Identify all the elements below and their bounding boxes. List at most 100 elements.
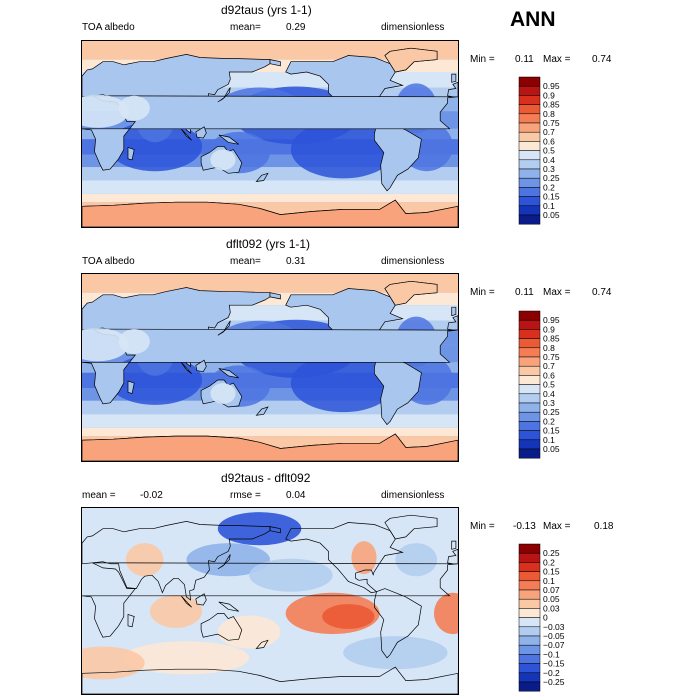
colorbar-tick-label: 0.05	[543, 210, 560, 220]
min-label: Min =	[470, 287, 495, 298]
colorbar-swatch	[518, 85, 541, 96]
colorbar-tick-label: −0.15	[543, 659, 565, 669]
colorbar-tick-label: 0.95	[543, 81, 560, 91]
colorbar-tick-label: 0.1	[543, 201, 555, 211]
colorbar-tick-label: 0	[543, 613, 548, 623]
colorbar-tick-label: −0.03	[543, 622, 565, 632]
colorbar-tick-label: 0.1	[543, 576, 555, 586]
colorbar-tick-label: 0.8	[543, 343, 555, 353]
mean-label: mean=	[230, 22, 261, 33]
season-label: ANN	[510, 8, 556, 31]
min-value: 0.11	[515, 54, 534, 65]
colorbar-tick-label: 0.25	[543, 548, 560, 558]
colorbar-tick-label: 0.6	[543, 136, 555, 146]
colorbar-swatch	[518, 608, 541, 618]
max-value: 0.18	[594, 521, 614, 532]
colorbar-tick-label: 0.3	[543, 164, 555, 174]
panel-title: dflt092 (yrs 1-1)	[226, 237, 311, 251]
colorbar-swatch	[518, 448, 541, 459]
colorbar-swatch	[518, 205, 541, 216]
colorbar-swatch	[518, 150, 541, 161]
colorbar-tick-label: 0.05	[543, 444, 560, 454]
colorbar-swatch	[518, 177, 541, 188]
min-value: -0.13	[513, 521, 536, 532]
colorbar-swatch	[518, 319, 541, 330]
colorbar-tick-label: 0.75	[543, 118, 560, 128]
colorbar-swatch	[518, 76, 541, 87]
colorbar-tick-label: 0.95	[543, 315, 560, 325]
colorbar-swatch	[518, 375, 541, 385]
colorbar-tick-label: 0.15	[543, 567, 560, 577]
colorbar-swatch	[518, 187, 541, 197]
colorbar-swatch	[518, 196, 541, 207]
colorbar-swatch	[518, 654, 541, 664]
colorbar: 0.25 0.2 0.15 0.1 0.07 0.05 0.03 0 −0.03 −0.05 −0.…	[518, 543, 579, 694]
colorbar-swatch	[518, 543, 541, 554]
max-value: 0.74	[592, 54, 612, 65]
colorbar-tick-label: 0.25	[543, 173, 560, 183]
rmse-value: 0.04	[286, 490, 306, 501]
colorbar-swatch	[518, 672, 541, 683]
colorbar-tick-label: 0.15	[543, 426, 560, 436]
colorbar-tick-label: 0.15	[543, 192, 560, 202]
colorbar-tick-label: 0.85	[543, 100, 560, 110]
max-label: Max =	[543, 54, 571, 65]
colorbar-swatch	[518, 598, 541, 609]
variable-label: TOA albedo	[82, 256, 135, 267]
colorbar-tick-label: 0.9	[543, 324, 555, 334]
colorbar-tick-label: 0.75	[543, 352, 560, 362]
colorbar-swatch	[518, 384, 541, 395]
colorbar: 0.95 0.9 0.85 0.8 0.75 0.7 0.6 0.5 0.4 0.3 0.25 0.2…	[518, 76, 579, 227]
colorbar-swatch	[518, 552, 541, 563]
colorbar-swatch	[518, 95, 541, 105]
colorbar-tick-label: 0.1	[543, 435, 555, 445]
min-label: Min =	[470, 54, 495, 65]
colorbar-swatch	[518, 393, 541, 404]
rmse-label: rmse =	[230, 490, 261, 501]
colorbar-tick-label: −0.1	[543, 649, 560, 659]
colorbar-swatch	[518, 439, 541, 450]
units-label: dimensionless	[381, 490, 445, 501]
colorbar-tick-label: 0.4	[543, 155, 555, 165]
colorbar-swatch	[518, 580, 541, 591]
colorbar-swatch	[518, 131, 541, 142]
colorbar-tick-label: 0.25	[543, 407, 560, 417]
colorbar-tick-label: 0.5	[543, 146, 555, 156]
mean-value: 0.29	[286, 22, 306, 33]
colorbar-swatch	[518, 104, 541, 115]
colorbar-swatch	[518, 571, 541, 582]
colorbar-tick-label: 0.5	[543, 380, 555, 390]
contour-map	[82, 508, 458, 694]
min-value: 0.11	[515, 287, 534, 298]
colorbar-tick-label: 0.9	[543, 90, 555, 100]
colorbar-tick-label: 0.6	[543, 370, 555, 380]
colorbar-tick-label: 0.7	[543, 361, 555, 371]
colorbar-swatch	[518, 626, 541, 637]
colorbar-swatch	[518, 356, 541, 367]
colorbar-tick-label: 0.07	[543, 585, 560, 595]
colorbar-tick-label: −0.05	[543, 631, 565, 641]
colorbar-tick-label: 0.2	[543, 182, 555, 192]
colorbar-swatch	[518, 168, 541, 179]
variable-label: TOA albedo	[82, 22, 135, 33]
contour-map	[82, 41, 458, 227]
max-value: 0.74	[592, 287, 612, 298]
colorbar-swatch	[518, 430, 541, 441]
max-label: Max =	[543, 287, 571, 298]
mean-label: mean=	[230, 256, 261, 267]
colorbar-tick-label: 0.8	[543, 109, 555, 119]
colorbar-swatch	[518, 338, 541, 349]
units-label: dimensionless	[381, 256, 445, 267]
colorbar-tick-label: 0.85	[543, 334, 560, 344]
colorbar-swatch	[518, 329, 541, 339]
colorbar-tick-label: 0.2	[543, 557, 555, 567]
colorbar-swatch	[518, 159, 541, 170]
colorbar-swatch	[518, 310, 541, 321]
panel-title: d92taus - dflt092	[221, 471, 311, 485]
colorbar-swatch	[518, 113, 541, 124]
colorbar-swatch	[518, 365, 541, 376]
colorbar-tick-label: −0.2	[543, 668, 560, 678]
colorbar-swatch	[518, 122, 541, 133]
colorbar-tick-label: 0.7	[543, 127, 555, 137]
panel-title: d92taus (yrs 1-1)	[221, 3, 312, 17]
